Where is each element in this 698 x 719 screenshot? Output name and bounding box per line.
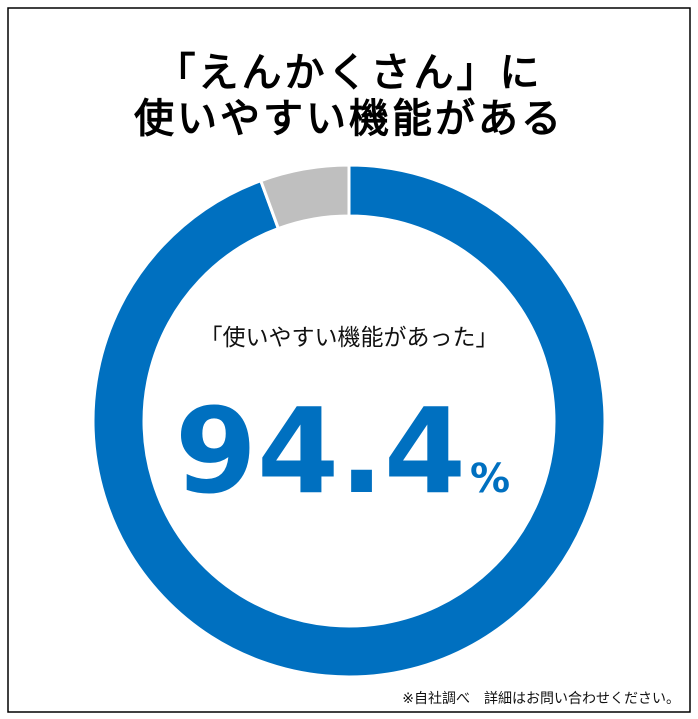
chart-title: 使いやすい機能がある <box>134 96 564 142</box>
value-label: 94.4 <box>175 382 466 520</box>
donut <box>91 163 607 679</box>
donut-segment <box>91 163 607 679</box>
donut-segment <box>258 163 351 231</box>
chart-title: 「えんかくさん」に <box>156 50 543 96</box>
footnote: ※自社調べ 詳細はお問い合わせください。 <box>402 691 680 707</box>
center-label: 「使いやすい機能があった」 <box>200 325 499 351</box>
unit-label: % <box>470 456 510 502</box>
